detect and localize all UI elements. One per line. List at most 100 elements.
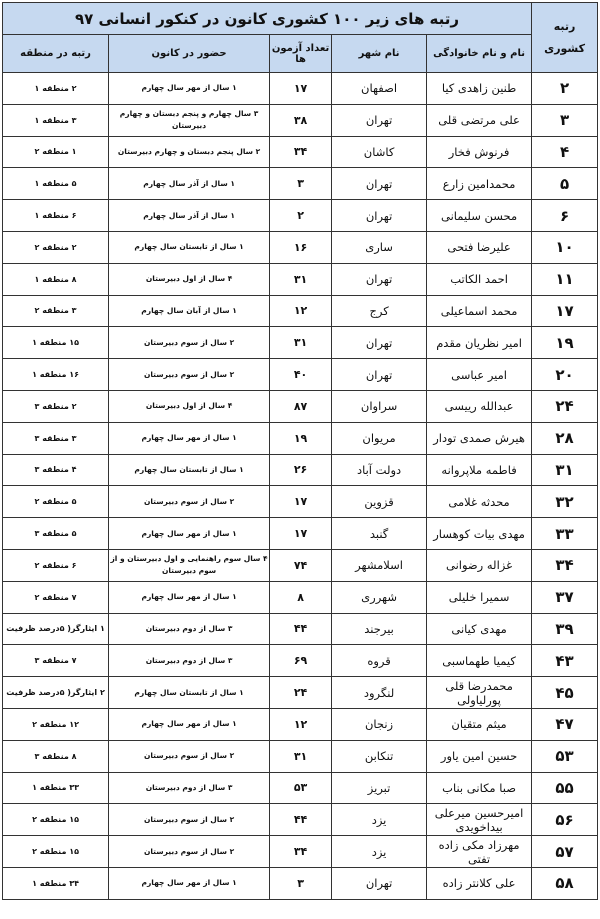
table-row: ۵۷ مهرزاد مکی زاده تفتی یزد ۳۴ ۲ سال از سوم … — [1, 835, 599, 868]
cell-region-rank: ۱۵ منطقه ۲ — [1, 835, 110, 868]
cell-rank: ۱۷ — [531, 294, 599, 328]
cell-presence: ۱ سال از مهر سال چهارم — [108, 580, 271, 614]
cell-rank: ۲۸ — [531, 421, 599, 455]
cell-exam-count: ۱۷ — [269, 517, 333, 550]
cell-region-rank: ۱ ایثارگر( ۵درصد ظرفیت — [1, 612, 110, 646]
cell-name: مهدی بیات کوهسار — [426, 517, 533, 550]
table-row: ۵۵ صبا مکانی بناب تبریز ۵۳ ۳ سال از دوم دبیر… — [1, 771, 599, 805]
cell-region-rank: ۲ منطقه ۲ — [1, 230, 110, 264]
cell-region-rank: ۸ منطقه ۳ — [1, 739, 110, 773]
cell-name: محمد اسماعیلی — [426, 294, 533, 328]
cell-exam-count: ۸۷ — [269, 389, 333, 423]
table-row: ۶ محسن سلیمانی تهران ۲ ۱ سال از آذر سال چهار… — [1, 199, 599, 232]
cell-exam-count: ۳ — [269, 866, 333, 900]
cell-rank: ۴۵ — [531, 676, 599, 709]
header-count: تعداد آزمون ها — [269, 34, 333, 73]
cell-rank: ۵۷ — [531, 835, 599, 868]
cell-presence: ۴ سال از اول دبیرستان — [108, 262, 271, 296]
cell-name: احمد الکاتب — [426, 262, 533, 296]
cell-city: تهران — [331, 167, 428, 201]
cell-rank: ۲ — [531, 72, 599, 105]
cell-city: اسلامشهر — [331, 548, 428, 582]
cell-exam-count: ۳ — [269, 167, 333, 201]
header-region-rank: رتبه در منطقه — [1, 34, 110, 73]
cell-region-rank: ۱۵ منطقه ۲ — [1, 803, 110, 837]
cell-presence: ۲ سال پنجم دبستان و چهارم دبیرستان — [108, 135, 271, 169]
cell-rank: ۳۳ — [531, 517, 599, 550]
cell-city: مریوان — [331, 421, 428, 455]
cell-rank: ۶ — [531, 199, 599, 232]
cell-region-rank: ۵ منطقه ۳ — [1, 517, 110, 550]
cell-presence: ۲ سال از سوم دبیرستان — [108, 326, 271, 360]
cell-region-rank: ۸ منطقه ۱ — [1, 262, 110, 296]
cell-name: صبا مکانی بناب — [426, 771, 533, 805]
cell-exam-count: ۱۹ — [269, 421, 333, 455]
cell-rank: ۳۲ — [531, 485, 599, 519]
cell-region-rank: ۲ منطقه ۱ — [1, 72, 110, 105]
cell-presence: ۱ سال از تابستان سال چهارم — [108, 453, 271, 487]
cell-rank: ۵۳ — [531, 739, 599, 773]
cell-region-rank: ۳۴ منطقه ۱ — [1, 866, 110, 900]
table-row: ۴۳ کیمیا طهماسبی قروه ۶۹ ۳ سال از دوم دبیرست… — [1, 644, 599, 678]
cell-region-rank: ۳ منطقه ۱ — [1, 103, 110, 137]
cell-presence: ۱ سال از تابستان سال چهارم — [108, 230, 271, 264]
cell-name: امیر نظریان مقدم — [426, 326, 533, 360]
table-row: ۲ طنین زاهدی کیا اصفهان ۱۷ ۱ سال از مهر سال … — [1, 72, 599, 105]
cell-name: طنین زاهدی کیا — [426, 72, 533, 105]
cell-presence: ۲ سال از سوم دبیرستان — [108, 803, 271, 837]
cell-name: کیمیا طهماسبی — [426, 644, 533, 678]
table-row: ۳ علی مرتضی قلی تهران ۳۸ ۳ سال چهارم و پنجم … — [1, 103, 599, 137]
table-row: ۵ محمدامین زارع تهران ۳ ۱ سال از آذر سال چها… — [1, 167, 599, 201]
cell-exam-count: ۳۱ — [269, 326, 333, 360]
cell-city: دولت آباد — [331, 453, 428, 487]
cell-region-rank: ۵ منطقه ۲ — [1, 485, 110, 519]
cell-name: فاطمه ملاپروانه — [426, 453, 533, 487]
cell-exam-count: ۳۸ — [269, 103, 333, 137]
cell-region-rank: ۳ منطقه ۲ — [1, 294, 110, 328]
cell-exam-count: ۶۹ — [269, 644, 333, 678]
cell-city: اصفهان — [331, 72, 428, 105]
cell-name: محدثه غلامی — [426, 485, 533, 519]
cell-region-rank: ۱۵ منطقه ۱ — [1, 326, 110, 360]
cell-region-rank: ۵ منطقه ۱ — [1, 167, 110, 201]
cell-name: امیرحسین میرعلی بیداخویدی — [426, 803, 533, 837]
cell-presence: ۱ سال از آبان سال چهارم — [108, 294, 271, 328]
cell-exam-count: ۸ — [269, 580, 333, 614]
table-row: ۲۸ هیرش صمدی تودار مریوان ۱۹ ۱ سال از مهر سا… — [1, 421, 599, 455]
cell-presence: ۱ سال از مهر سال چهارم — [108, 72, 271, 105]
cell-name: محمدرضا قلی پورلیاولی — [426, 676, 533, 709]
table-title: رتبه های زیر ۱۰۰ کشوری کانون در کنکور ان… — [1, 2, 533, 35]
cell-rank: ۵۸ — [531, 866, 599, 900]
cell-presence: ۴ سال سوم راهنمایی و اول دبیرستان و از س… — [108, 548, 271, 582]
cell-presence: ۱ سال از تابستان سال چهارم — [108, 676, 271, 709]
header-presence: حضور در کانون — [108, 34, 271, 73]
cell-city: کرج — [331, 294, 428, 328]
table-row: ۲۰ امیر عباسی تهران ۴۰ ۲ سال از سوم دبیرستان… — [1, 358, 599, 391]
cell-region-rank: ۷ منطقه ۳ — [1, 644, 110, 678]
cell-name: محمدامین زارع — [426, 167, 533, 201]
cell-region-rank: ۶ منطقه ۲ — [1, 548, 110, 582]
cell-exam-count: ۴۴ — [269, 612, 333, 646]
cell-rank: ۲۰ — [531, 358, 599, 391]
cell-region-rank: ۱۶ منطقه ۱ — [1, 358, 110, 391]
table-row: ۱۱ احمد الکاتب تهران ۳۱ ۴ سال از اول دبیرستا… — [1, 262, 599, 296]
cell-presence: ۲ سال از سوم دبیرستان — [108, 739, 271, 773]
cell-presence: ۳ سال از دوم دبیرستان — [108, 771, 271, 805]
cell-region-rank: ۶ منطقه ۱ — [1, 199, 110, 232]
header-name: نام و نام خانوادگی — [426, 34, 533, 73]
cell-city: تبریز — [331, 771, 428, 805]
cell-rank: ۵ — [531, 167, 599, 201]
cell-presence: ۳ سال از دوم دبیرستان — [108, 612, 271, 646]
cell-city: شهرری — [331, 580, 428, 614]
table-row: ۴۷ میثم متقیان زنجان ۱۲ ۱ سال از مهر سال چها… — [1, 707, 599, 741]
cell-rank: ۳۷ — [531, 580, 599, 614]
cell-presence: ۳ سال چهارم و پنجم دبستان و چهارم دبیرست… — [108, 103, 271, 137]
table-row: ۳۷ سمیرا خلیلی شهرری ۸ ۱ سال از مهر سال چهار… — [1, 580, 599, 614]
cell-rank: ۴ — [531, 135, 599, 169]
cell-rank: ۵۵ — [531, 771, 599, 805]
cell-region-rank: ۴ منطقه ۳ — [1, 453, 110, 487]
cell-exam-count: ۷۴ — [269, 548, 333, 582]
cell-name: امیر عباسی — [426, 358, 533, 391]
cell-rank: ۱۰ — [531, 230, 599, 264]
table-row: ۵۸ علی کلانتر زاده تهران ۳ ۱ سال از مهر سال … — [1, 866, 599, 900]
